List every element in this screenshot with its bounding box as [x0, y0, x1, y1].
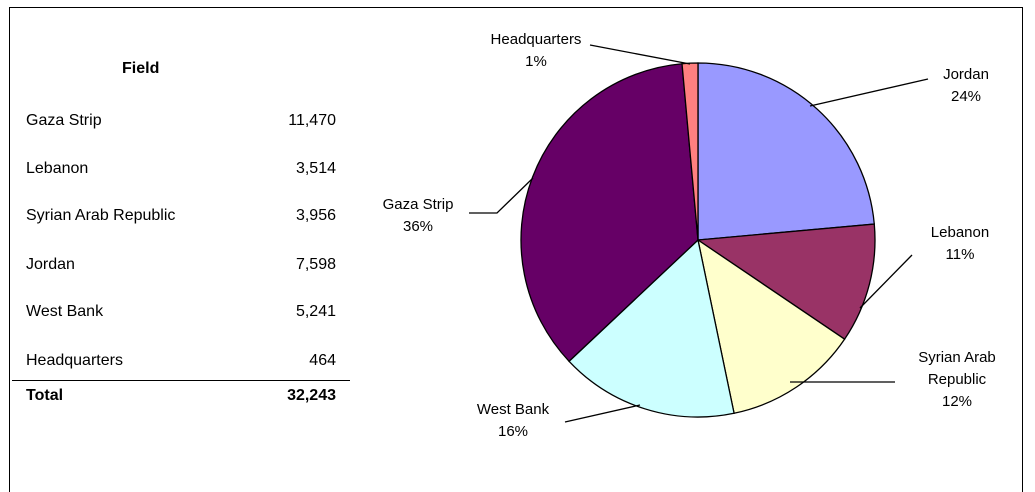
row-field: Headquarters: [26, 352, 123, 369]
table-total-row: Total 32,243: [26, 387, 336, 411]
row-field: Gaza Strip: [26, 112, 102, 129]
pie-slice-jordan: [697, 62, 875, 241]
row-value: 11,470: [288, 112, 336, 129]
slice-label-syrian-arab-republic: Syrian Arab Republic 12%: [918, 349, 996, 410]
pie-slice-lebanon: [696, 223, 876, 341]
leader-line-headquarters: [589, 44, 691, 65]
data-table: Field Gaza Strip 11,470 Lebanon 3,514 Sy…: [12, 0, 352, 420]
leader-line-jordan: [809, 78, 929, 107]
row-field: Lebanon: [26, 160, 89, 177]
pie-slice-headquarters: [681, 62, 699, 241]
chart-frame: [9, 7, 1023, 492]
pie-slice-gaza-strip: [520, 63, 699, 363]
slice-label-headquarters: Headquarters 1%: [491, 31, 582, 70]
pie-slices: [520, 62, 876, 418]
total-label: Total: [26, 387, 64, 404]
table-header-field: Field: [122, 60, 160, 77]
row-field: Jordan: [26, 256, 75, 273]
table-row: Headquarters 464: [26, 352, 336, 376]
slice-label-gaza-strip: Gaza Strip 36%: [383, 196, 454, 235]
leader-line-lebanon: [859, 254, 913, 309]
slice-label-jordan: Jordan 24%: [943, 66, 989, 105]
row-value: 3,514: [295, 160, 336, 177]
table-row: Lebanon 3,514: [26, 160, 336, 184]
leader-line-west-bank: [564, 404, 641, 423]
leader-lines: [469, 44, 929, 423]
total-value: 32,243: [287, 387, 336, 404]
row-value: 5,241: [295, 303, 336, 320]
table-row: West Bank 5,241: [26, 303, 336, 327]
slice-label-lebanon: Lebanon 11%: [931, 224, 989, 263]
row-field: Syrian Arab Republic: [26, 207, 176, 224]
row-value: 3,956: [295, 207, 336, 224]
row-value: 7,598: [295, 256, 336, 273]
leader-line-gaza-strip: [469, 177, 534, 214]
row-field: West Bank: [26, 303, 104, 320]
slice-labels: Jordan 24% Lebanon 11% Syrian Arab Republic 12…: [383, 31, 996, 440]
table-row: Syrian Arab Republic 3,956: [26, 207, 336, 231]
row-value: 464: [309, 352, 336, 369]
table-row: Jordan 7,598: [26, 256, 336, 280]
pie-slice-syrian-arab-republic: [697, 238, 846, 415]
pie-slice-west-bank: [568, 238, 735, 418]
total-divider: [12, 380, 350, 381]
slice-label-west-bank: West Bank 16%: [477, 401, 550, 440]
table-row: Gaza Strip 11,470: [26, 112, 336, 136]
